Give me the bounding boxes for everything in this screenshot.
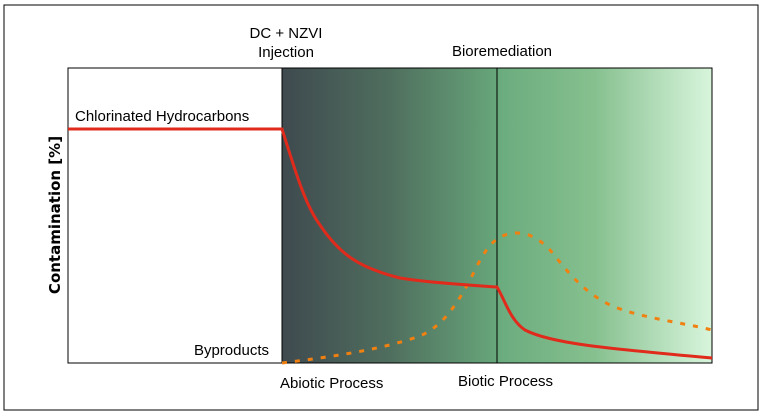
outer-frame [3,4,759,411]
bioremediation-label: Bioremediation [452,43,552,60]
chlorinated-label: Chlorinated Hydrocarbons [75,108,249,125]
y-axis-label: Contamination [%] [46,136,64,294]
plot-border [67,67,713,364]
biotic-zone [497,68,712,363]
byproducts-curve [281,231,713,365]
chlorinated-hydrocarbons-curve [68,127,713,360]
abiotic-label: Abiotic Process [280,375,383,392]
abiotic-zone [282,68,497,363]
injection-label-1: DC + NZVI [250,25,323,42]
injection-label-2: Injection [258,44,314,61]
biotic-label: Biotic Process [458,373,553,390]
byproducts-label: Byproducts [194,342,269,359]
